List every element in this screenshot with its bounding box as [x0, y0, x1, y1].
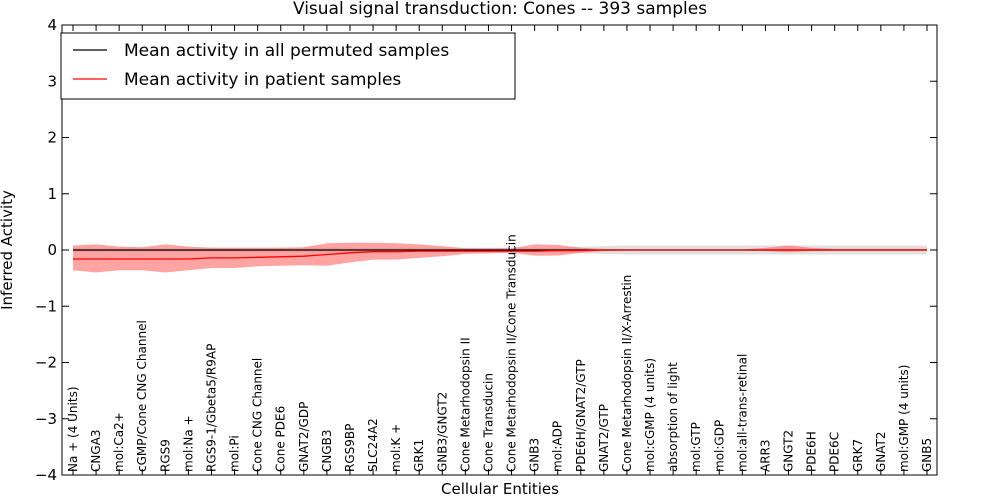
x-category-label: mol:GDP [712, 420, 726, 472]
legend-label-patient: Mean activity in patient samples [124, 70, 401, 90]
x-axis-title: Cellular Entities [441, 480, 559, 498]
y-tick-label: 0 [47, 241, 57, 259]
y-axis-title: Inferred Activity [0, 190, 16, 310]
x-category-label: GNB3/GNGT2 [435, 392, 449, 472]
x-category-label: Cone Metarhodopsin II [458, 337, 472, 472]
y-tick-label: −3 [35, 410, 57, 428]
x-category-label: GNGT2 [782, 430, 796, 472]
y-tick-label: −2 [35, 354, 57, 372]
x-category-label: GNB3 [528, 438, 542, 472]
x-category-label: PDE6H/GNAT2/GTP [574, 359, 588, 472]
y-tick-label: 1 [47, 185, 57, 203]
x-category-label: cGMP/Cone CNG Channel [135, 320, 149, 472]
x-category-label: mol:GMP (4 units) [897, 365, 911, 472]
x-category-label: RGS9 [158, 439, 172, 472]
x-category-label: CNGA3 [89, 430, 103, 473]
y-tick-label: 4 [47, 16, 57, 34]
confidence-bands [73, 242, 927, 273]
x-category-label: mol:Pi [228, 435, 242, 472]
legend-label-permuted: Mean activity in all permuted samples [124, 41, 449, 61]
x-category-label: absorption of light [666, 362, 680, 472]
chart-title: Visual signal transduction: Cones -- 393… [293, 0, 707, 19]
x-category-label: CNGB3 [320, 429, 334, 472]
x-category-label: GNAT2/GTP [597, 404, 611, 472]
y-axis: −4 −3 −2 −1 0 1 2 3 4 [35, 16, 937, 484]
x-category-label: Cone Metarhodopsin II/Cone Transducin [505, 234, 519, 472]
series-lines [73, 249, 927, 260]
series-line-1 [73, 249, 927, 260]
x-category-label: Cone Metarhodopsin II/X-Arrestin [620, 275, 634, 472]
x-category-label: GNAT2 [874, 431, 888, 472]
x-category-label: Na + (4 Units) [66, 386, 80, 472]
x-category-label: GNAT2/GDP [297, 402, 311, 472]
x-category-label: PDE6H [805, 431, 819, 472]
x-category-label: SLC24A2 [366, 418, 380, 472]
band-series-1 [73, 242, 927, 273]
x-category-label: mol:K + [389, 424, 403, 472]
y-tick-label: 3 [47, 72, 57, 90]
y-tick-label: 2 [47, 129, 57, 147]
x-category-label: mol:cGMP (4 units) [643, 358, 657, 472]
x-category-label: RGS9BP [343, 424, 357, 472]
x-category-label: Cone CNG Channel [251, 358, 265, 472]
x-category-label: ARR3 [758, 439, 772, 472]
x-axis: Na + (4 Units) CNGA3 mol:Ca2+ cGMP/Cone CNG… [66, 25, 934, 475]
x-category-label: Cone PDE6 [274, 406, 288, 472]
x-category-label: GRK1 [412, 439, 426, 472]
legend: Mean activity in all permuted samples Me… [60, 32, 516, 100]
x-category-label: mol:GTP [689, 422, 703, 472]
x-category-label: PDE6C [828, 432, 842, 472]
x-category-label: mol:ADP [551, 421, 565, 472]
x-category-label: RGS9-1/Gbeta5/R9AP [205, 344, 219, 472]
x-category-label: mol:Ca2+ [112, 412, 126, 472]
x-category-label: GNB5 [920, 438, 934, 472]
x-category-label: GRK7 [851, 439, 865, 472]
x-category-label: mol:all-trans-retinal [735, 354, 749, 472]
y-tick-label: −4 [35, 466, 57, 484]
x-category-label: mol:Na + [181, 415, 195, 472]
y-tick-label: −1 [35, 297, 57, 315]
legend-box [60, 32, 516, 100]
x-category-label: Cone Transducin [482, 373, 496, 472]
